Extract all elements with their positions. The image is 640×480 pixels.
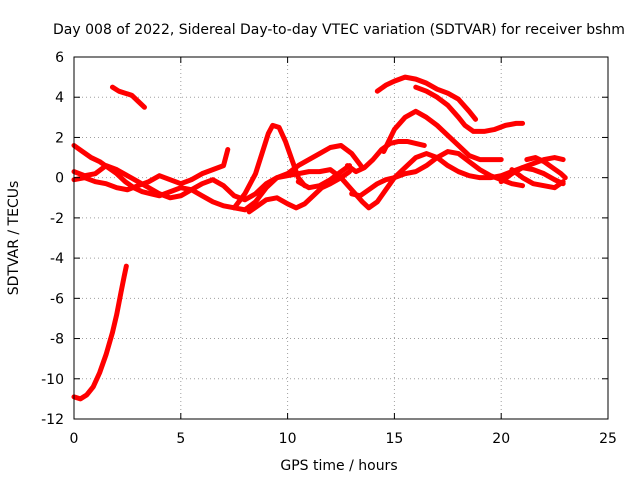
chart-title: Day 008 of 2022, Sidereal Day-to-day VTE… [53, 22, 625, 38]
x-tick-label: 0 [70, 431, 79, 447]
series-arc-12 [349, 149, 526, 199]
y-tick-label: -6 [50, 291, 64, 307]
plot-frame [73, 56, 609, 420]
x-tick-labels: 0 5 10 15 20 25 [70, 431, 617, 447]
y-tick-label: 0 [55, 171, 64, 187]
x-tick-label: 10 [279, 431, 297, 447]
series-arc-9 [381, 108, 504, 163]
y-tick-label: -8 [50, 332, 64, 348]
x-tick-label: 5 [176, 431, 185, 447]
grid-lines [74, 57, 608, 419]
series-arc-11 [344, 138, 427, 175]
series-arc-13 [498, 165, 566, 187]
y-tick-label: 2 [55, 130, 64, 146]
y-tick-label: -10 [41, 372, 64, 388]
axis-ticks [73, 56, 609, 420]
series-arc-15 [524, 155, 568, 181]
series-arc-4 [71, 147, 231, 193]
y-tick-label: -4 [50, 251, 64, 267]
x-axis-label: GPS time / hours [280, 458, 397, 474]
series-arc-3 [71, 142, 566, 213]
y-tick-label: 4 [55, 90, 64, 106]
y-tick-labels: -12 -10 -8 -6 -4 -2 0 2 4 6 [41, 50, 64, 428]
series-arc-10 [413, 84, 526, 134]
y-tick-label: -2 [50, 211, 64, 227]
x-tick-label: 20 [492, 431, 510, 447]
series-arc-16 [295, 163, 353, 191]
y-tick-label: 6 [55, 50, 64, 66]
x-tick-label: 25 [599, 431, 617, 447]
series-arc-5 [71, 142, 365, 203]
series-layer [71, 74, 568, 402]
series-arc-14 [509, 167, 566, 191]
series-arc-7 [246, 169, 353, 215]
series-arc-6 [231, 122, 308, 211]
y-axis-label: SDTVAR / TECUs [6, 181, 22, 296]
series-arc-8 [374, 74, 479, 122]
x-tick-label: 15 [385, 431, 403, 447]
y-tick-label: -12 [41, 412, 64, 428]
series-arc-1 [71, 263, 129, 402]
series-arc-2 [109, 84, 147, 110]
